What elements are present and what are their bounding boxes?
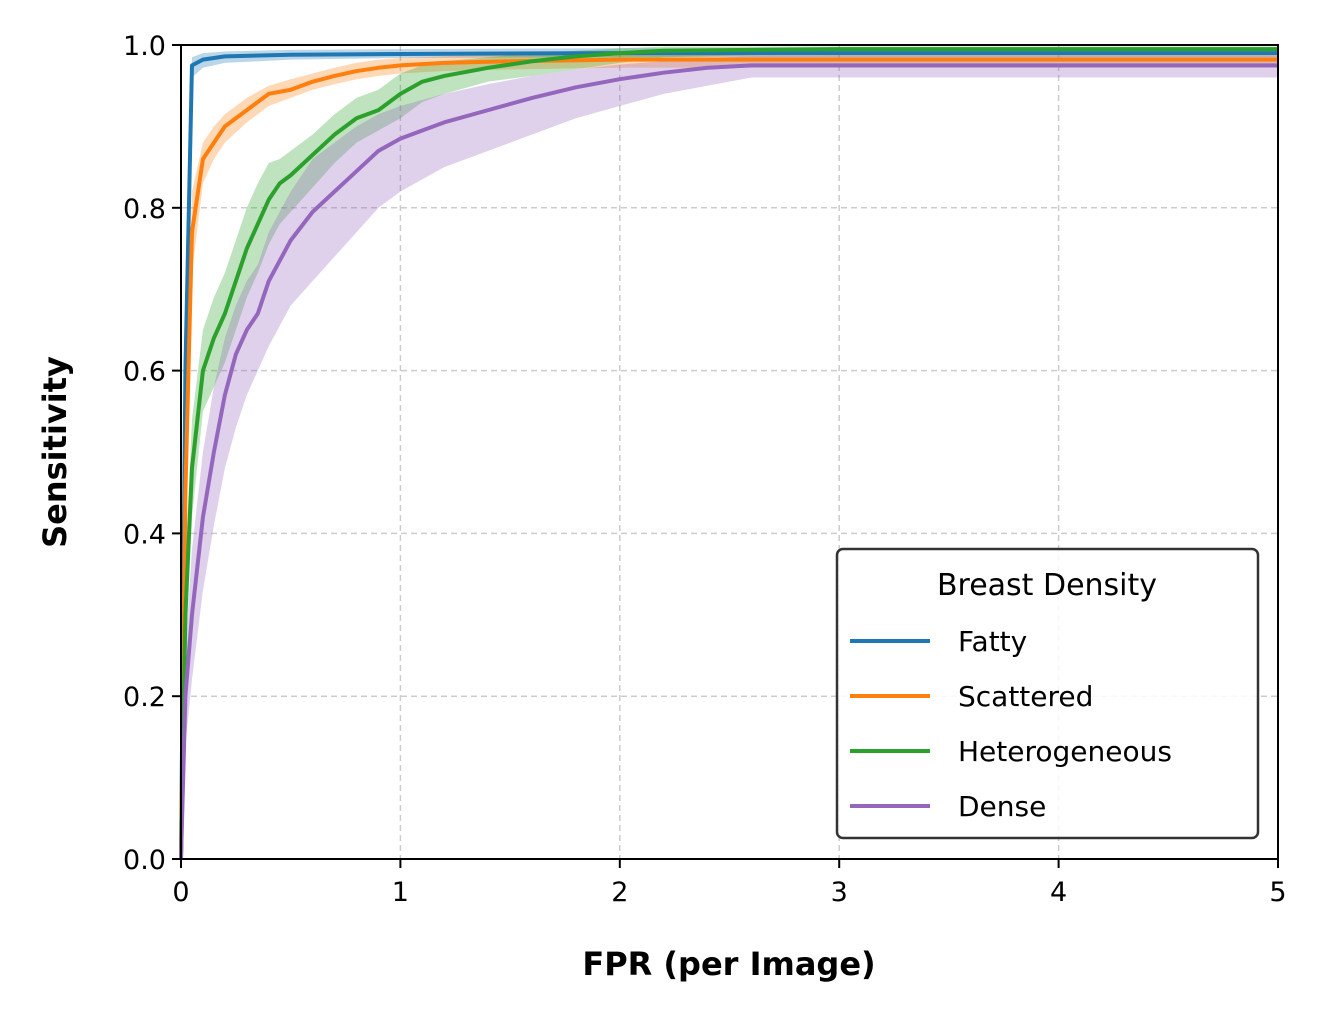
series-line-heterogeneous xyxy=(179,47,1278,860)
legend-box xyxy=(835,547,1260,840)
x-tick-label: 4 xyxy=(1050,877,1067,908)
plot-frame xyxy=(180,44,1279,860)
x-axis-ticks: 0 1 2 3 4 5 xyxy=(172,859,1287,908)
legend: Breast Density Fatty Scattered Heterogeneo… xyxy=(835,547,1260,840)
x-tick-label: 0 xyxy=(172,877,189,908)
legend-label: Fatty xyxy=(958,625,1027,658)
x-tick-label: 3 xyxy=(831,877,848,908)
y-tick-label: 0.6 xyxy=(123,357,166,388)
x-tick-label: 5 xyxy=(1269,877,1286,908)
y-tick-label: 0.0 xyxy=(123,845,166,876)
y-tick-label: 0.2 xyxy=(123,682,166,713)
series-line-dense xyxy=(179,63,1278,860)
x-tick-label: 1 xyxy=(392,877,409,908)
legend-label: Heterogeneous xyxy=(958,735,1172,768)
y-tick-label: 0.8 xyxy=(123,194,166,225)
y-axis-ticks: 0.0 0.2 0.4 0.6 0.8 1.0 xyxy=(123,31,181,876)
legend-items: Fatty Scattered Heterogeneous Dense xyxy=(850,625,1172,823)
series-lines xyxy=(179,47,1278,860)
x-tick-label: 2 xyxy=(611,877,628,908)
legend-label: Scattered xyxy=(958,680,1093,713)
series-line-scattered xyxy=(179,57,1278,860)
series-line-fatty xyxy=(179,51,1278,860)
y-axis-title: Sensitivity xyxy=(36,356,74,548)
legend-label: Dense xyxy=(958,790,1046,823)
y-tick-label: 1.0 xyxy=(123,31,166,62)
x-axis-title: FPR (per Image) xyxy=(582,945,875,983)
legend-title: Breast Density xyxy=(937,568,1157,603)
y-tick-label: 0.4 xyxy=(123,519,166,550)
